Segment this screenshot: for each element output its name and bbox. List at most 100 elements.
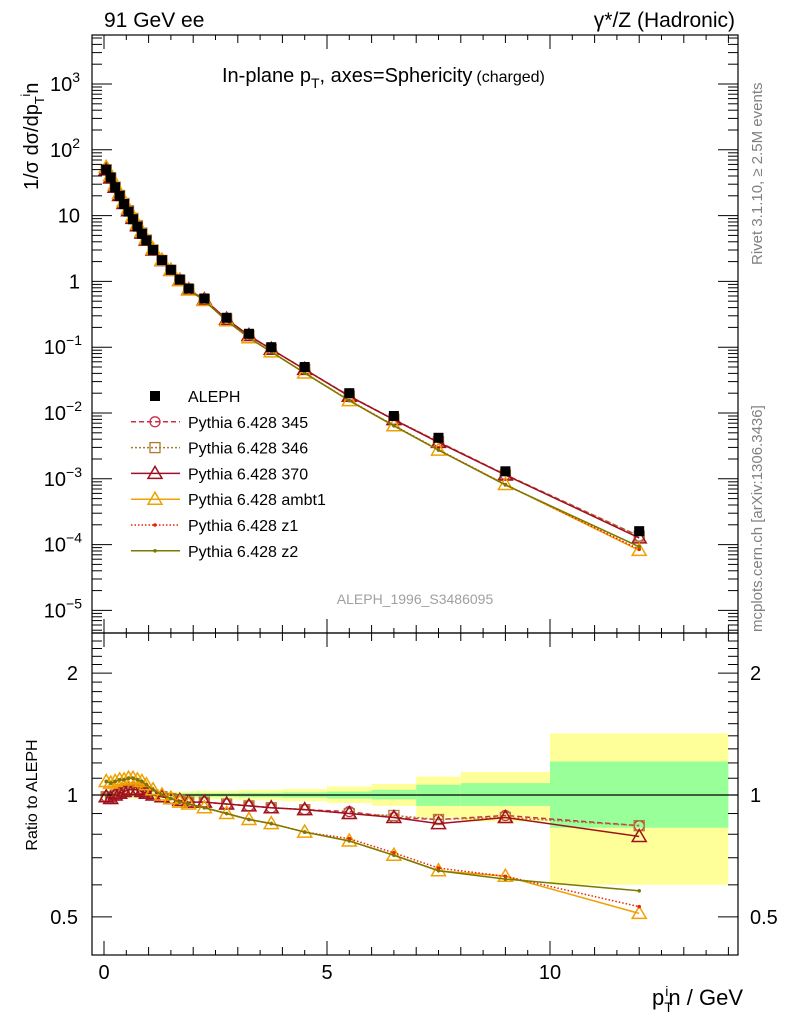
ratio-point-5	[117, 778, 122, 782]
data-point-aleph	[105, 172, 116, 183]
ratio-point-2	[296, 801, 314, 816]
ratio-point-5	[104, 779, 109, 784]
data-point-aleph	[148, 245, 159, 256]
main-series-line-4	[105, 167, 640, 550]
legend-marker	[146, 490, 164, 505]
ratio-point-2	[340, 805, 358, 820]
ratio-point-1	[432, 813, 445, 826]
main-point-5	[347, 398, 352, 403]
data-point-aleph	[136, 228, 147, 239]
legend-marker	[146, 464, 164, 480]
ratio-y-tick-label-right: 0.5	[750, 907, 778, 929]
axis-ticks	[92, 35, 738, 955]
data-point-aleph	[165, 264, 176, 275]
ratio-point-5	[135, 778, 140, 782]
legend-marker	[153, 549, 157, 553]
ylabel-b: n	[21, 83, 43, 94]
data-point-aleph	[243, 328, 254, 339]
main-series-line-1	[105, 169, 640, 537]
ratio-point-4	[436, 866, 441, 870]
rivet-version-label: Rivet 3.1.10, ≥ 2.5M events	[749, 83, 766, 266]
y-tick-label: 10−3	[44, 464, 82, 491]
ratio-point-5	[169, 796, 173, 801]
legend-marker	[153, 523, 157, 527]
ratio-point-2	[133, 783, 151, 798]
title-sub: T	[311, 75, 320, 91]
ratio-y-tick-label-right: 1	[750, 785, 761, 807]
ratio-point-2	[240, 797, 258, 812]
ratio-point-5	[302, 830, 307, 834]
ylabel-sub: T	[32, 96, 47, 104]
legend-label: Pythia 6.428 z2	[188, 544, 298, 561]
data-point-aleph	[156, 255, 167, 266]
data-point-aleph	[132, 221, 143, 232]
ratio-point-2	[218, 795, 235, 810]
data-point-aleph	[266, 342, 277, 353]
header-left: 91 GeV ee	[104, 9, 204, 32]
y-tick-label: 10−5	[44, 595, 82, 622]
legend-label: Pythia 6.428 345	[188, 415, 308, 432]
main-point-5	[302, 371, 307, 375]
data-point-aleph	[199, 293, 210, 304]
y-tick-label: 10	[58, 206, 80, 228]
data-point-aleph	[114, 190, 125, 201]
ratio-point-2	[262, 799, 280, 814]
ratio-point-2	[129, 781, 146, 796]
y-tick-label: 10−2	[44, 398, 82, 425]
data-point-aleph	[299, 362, 310, 373]
ratio-point-5	[347, 839, 352, 843]
ratio-point-2	[385, 808, 403, 824]
title-main: In-plane p	[222, 65, 311, 87]
data-point-aleph	[127, 214, 138, 225]
main-point-4	[637, 547, 641, 552]
series-layer	[97, 158, 648, 920]
data-point-aleph	[183, 283, 194, 294]
ratio-y-tick-label-right: 2	[750, 663, 761, 685]
xlabel-sup: i	[665, 983, 668, 999]
main-point-5	[392, 423, 396, 428]
xlabel-a: p	[652, 985, 664, 1010]
main-point-3	[430, 441, 447, 456]
y-tick-label: 102	[50, 135, 80, 162]
ratio-point-5	[122, 778, 126, 782]
main-series-line-5	[105, 167, 640, 548]
y-tick-label: 1	[69, 271, 80, 293]
ratio-point-2	[97, 788, 115, 803]
y-tick-label: 103	[50, 69, 80, 96]
legend-marker	[149, 416, 161, 428]
legend-label: Pythia 6.428 ambt1	[188, 492, 326, 509]
legend-label: Pythia 6.428 370	[188, 466, 308, 483]
header-right: γ*/Z (Hadronic)	[594, 9, 735, 32]
ratio-point-5	[503, 877, 508, 881]
main-point-3	[385, 417, 403, 432]
analysis-watermark: ALEPH_1996_S3486095	[337, 591, 494, 607]
data-point-aleph	[388, 411, 399, 422]
ratio-point-5	[269, 821, 274, 826]
ratio-point-5	[224, 811, 229, 816]
plot-title: In-plane pT, axes=Sphericity (charged)	[222, 65, 545, 91]
legend: ALEPH Pythia 6.428 345 Pythia 6.428 346 Pyt…	[131, 389, 326, 561]
ratio-y-label: Ratio to ALEPH	[24, 739, 41, 850]
ratio-point-3	[97, 772, 115, 788]
data-point-aleph	[123, 206, 134, 217]
ratio-y-tick-label: 2	[67, 663, 78, 685]
xlabel-sub: T	[664, 999, 673, 1015]
main-point-3	[630, 541, 648, 557]
ratio-y-tick-label: 0.5	[50, 907, 78, 929]
main-series-line-3	[105, 167, 640, 552]
ratio-point-5	[108, 781, 113, 785]
legend-marker	[150, 391, 160, 401]
ratio-point-5	[392, 853, 396, 858]
main-series-line-0	[105, 169, 640, 537]
data-point-aleph	[101, 164, 112, 175]
data-point-aleph	[141, 235, 152, 246]
xlabel-b: n / GeV	[668, 985, 743, 1010]
data-point-aleph	[119, 199, 130, 210]
ratio-point-5	[160, 793, 164, 797]
ratio-point-2	[497, 808, 514, 824]
ratio-point-3	[497, 867, 514, 883]
ratio-point-3	[153, 786, 171, 801]
legend-label: ALEPH	[188, 389, 240, 406]
title-small: (charged)	[476, 69, 544, 86]
main-point-5	[503, 483, 508, 487]
